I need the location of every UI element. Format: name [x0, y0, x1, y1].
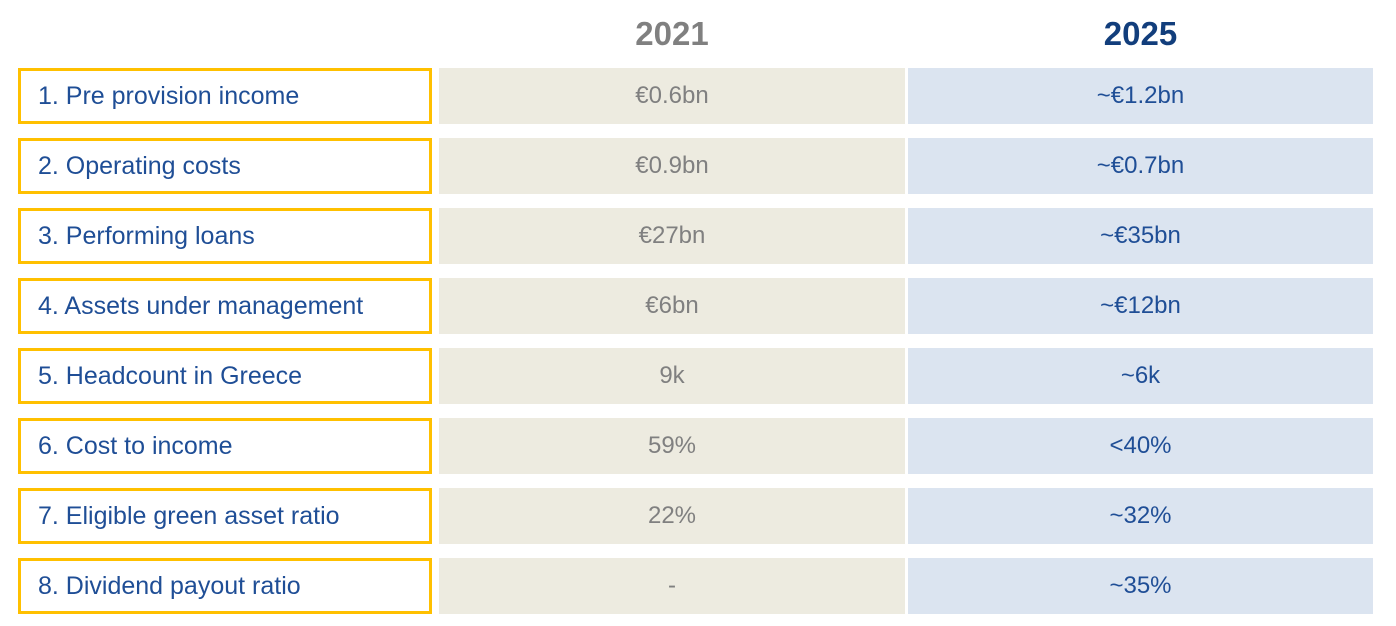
table-row: 6. Cost to income 59% <40%: [18, 418, 1396, 474]
value-2021: €27bn: [439, 208, 905, 264]
metric-label: 2. Operating costs: [38, 151, 241, 180]
metric-label-box: 6. Cost to income: [18, 418, 432, 474]
value-2025: ~€0.7bn: [908, 138, 1373, 194]
value-2025: ~€12bn: [908, 278, 1373, 334]
metric-label: 7. Eligible green asset ratio: [38, 501, 340, 530]
table-row: 7. Eligible green asset ratio 22% ~32%: [18, 488, 1396, 544]
metric-label-box: 7. Eligible green asset ratio: [18, 488, 432, 544]
metric-label: 8. Dividend payout ratio: [38, 571, 301, 600]
table-row: 3. Performing loans €27bn ~€35bn: [18, 208, 1396, 264]
value-2021: €0.6bn: [439, 68, 905, 124]
value-2025: ~35%: [908, 558, 1373, 614]
table-body: 1. Pre provision income €0.6bn ~€1.2bn 2…: [0, 68, 1396, 614]
metric-label: 5. Headcount in Greece: [38, 361, 303, 390]
value-2025: ~€1.2bn: [908, 68, 1373, 124]
table-row: 1. Pre provision income €0.6bn ~€1.2bn: [18, 68, 1396, 124]
metric-label: 3. Performing loans: [38, 221, 255, 250]
value-2021: 59%: [439, 418, 905, 474]
value-2021: -: [439, 558, 905, 614]
metric-label-box: 3. Performing loans: [18, 208, 432, 264]
metric-label: 6. Cost to income: [38, 431, 233, 460]
value-2021: 22%: [439, 488, 905, 544]
metric-label-box: 8. Dividend payout ratio: [18, 558, 432, 614]
value-2021: €6bn: [439, 278, 905, 334]
value-2021: 9k: [439, 348, 905, 404]
value-2021: €0.9bn: [439, 138, 905, 194]
column-header-2021: 2021: [635, 15, 709, 52]
metric-label-box: 2. Operating costs: [18, 138, 432, 194]
value-2025: ~32%: [908, 488, 1373, 544]
table-row: 4. Assets under management €6bn ~€12bn: [18, 278, 1396, 334]
metric-label: 4. Assets under management: [38, 291, 364, 320]
metric-label-box: 5. Headcount in Greece: [18, 348, 432, 404]
table-row: 8. Dividend payout ratio - ~35%: [18, 558, 1396, 614]
column-header-2025: 2025: [1103, 15, 1178, 52]
metric-label: 1. Pre provision income: [38, 81, 300, 110]
table-header-row: 2021 2025: [18, 0, 1396, 56]
value-2025: ~€35bn: [908, 208, 1373, 264]
table-row: 5. Headcount in Greece 9k ~6k: [18, 348, 1396, 404]
metric-label-box: 1. Pre provision income: [18, 68, 432, 124]
metric-label-box: 4. Assets under management: [18, 278, 432, 334]
table-row: 2. Operating costs €0.9bn ~€0.7bn: [18, 138, 1396, 194]
value-2025: <40%: [908, 418, 1373, 474]
value-2025: ~6k: [908, 348, 1373, 404]
